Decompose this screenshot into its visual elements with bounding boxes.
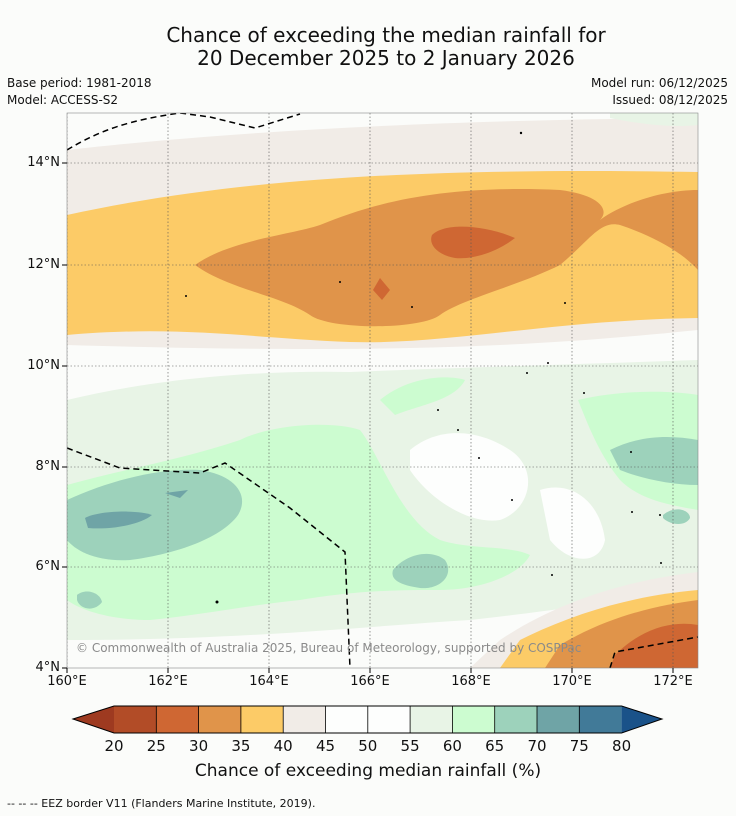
lat-label-14n: 14°N bbox=[27, 155, 60, 170]
colorbar-tick-80: 80 bbox=[612, 737, 632, 755]
lat-label-6n: 6°N bbox=[35, 559, 61, 574]
lon-label-160e: 160°E bbox=[47, 674, 87, 689]
axis-ticks bbox=[62, 162, 674, 673]
colorbar-title: Chance of exceeding median rainfall (%) bbox=[194, 761, 542, 781]
copyright-notice: © Commonwealth of Australia 2025, Bureau… bbox=[76, 641, 582, 655]
map-title-line1: Chance of exceeding the median rainfall … bbox=[166, 23, 606, 47]
lon-label-166e: 166°E bbox=[350, 674, 390, 689]
eez-border bbox=[67, 113, 698, 668]
islands bbox=[185, 131, 662, 604]
colorbar-seg-30-35 bbox=[198, 706, 241, 733]
lon-label-170e: 170°E bbox=[552, 674, 592, 689]
colorbar-tick-65: 65 bbox=[485, 737, 505, 755]
issued-date: Issued: 08/12/2025 bbox=[612, 93, 728, 107]
colorbar-tick-45: 45 bbox=[315, 737, 336, 755]
region-70-75 bbox=[85, 511, 152, 529]
colorbar-tick-30: 30 bbox=[189, 737, 209, 755]
lon-label-168e: 168°E bbox=[451, 674, 491, 689]
model-name: Model: ACCESS-S2 bbox=[7, 93, 119, 107]
lat-label-8n: 8°N bbox=[35, 459, 61, 474]
colorbar-tick-60: 60 bbox=[442, 737, 462, 755]
lon-label-164e: 164°E bbox=[249, 674, 289, 689]
region-65-70 bbox=[67, 469, 243, 561]
colorbar-seg-40-45 bbox=[283, 706, 326, 733]
base-period: Base period: 1981-2018 bbox=[7, 76, 152, 90]
colorbar-seg-75-80 bbox=[579, 706, 622, 733]
lat-label-12n: 12°N bbox=[27, 257, 60, 272]
colorbar bbox=[71, 705, 664, 734]
colorbar-seg-55-60 bbox=[410, 706, 453, 733]
colorbar-tick-40: 40 bbox=[273, 737, 293, 755]
colorbar-seg-45-50 bbox=[325, 706, 368, 733]
colorbar-seg-65-70 bbox=[494, 706, 537, 733]
colorbar-seg-50-55 bbox=[367, 706, 411, 733]
colorbar-tick-55: 55 bbox=[400, 737, 420, 755]
lon-label-162e: 162°E bbox=[148, 674, 188, 689]
colorbar-tick-25: 25 bbox=[146, 737, 166, 755]
colorbar-seg-70-75 bbox=[537, 706, 580, 733]
graticule bbox=[67, 113, 698, 668]
region-25-30 bbox=[431, 226, 515, 259]
colorbar-tick-20: 20 bbox=[104, 737, 124, 755]
colorbar-tick-70: 70 bbox=[527, 737, 547, 755]
colorbar-tick-35: 35 bbox=[231, 737, 251, 755]
map-title-line2: 20 December 2025 to 2 January 2026 bbox=[197, 46, 575, 70]
colorbar-seg-35-40 bbox=[240, 706, 284, 733]
model-run: Model run: 06/12/2025 bbox=[590, 76, 728, 90]
colorbar-low-arrow bbox=[73, 706, 114, 733]
map-area bbox=[67, 113, 698, 668]
colorbar-tick-50: 50 bbox=[358, 737, 378, 755]
colorbar-seg-25-30 bbox=[156, 706, 199, 733]
lat-label-10n: 10°N bbox=[27, 358, 60, 373]
region-30-35 bbox=[195, 189, 698, 327]
eez-legend: -- -- -- EEZ border V11 (Flanders Marine… bbox=[7, 797, 316, 810]
colorbar-seg-60-65 bbox=[452, 706, 495, 733]
lon-label-172e: 172°E bbox=[653, 674, 693, 689]
lat-label-4n: 4°N bbox=[35, 660, 61, 675]
colorbar-tick-75: 75 bbox=[569, 737, 589, 755]
colorbar-seg-20-25 bbox=[114, 706, 157, 733]
colorbar-high-arrow bbox=[621, 706, 662, 733]
